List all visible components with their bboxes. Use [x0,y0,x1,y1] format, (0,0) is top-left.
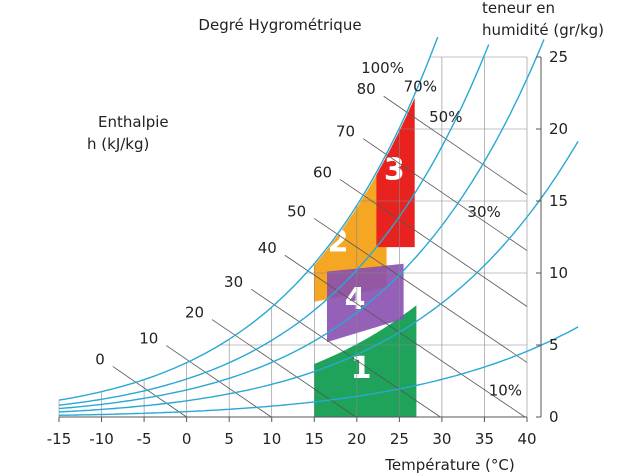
x-tick-label: 15 [305,430,324,448]
enthalpy-label-line1: Enthalpie [98,113,169,131]
rh-label: 50% [429,108,462,126]
y-tick-label: 10 [549,264,568,282]
enthalpy-value-label: 30 [224,273,243,291]
enthalpy-value-label: 0 [95,350,105,368]
enthalpy-line [211,319,357,418]
y-tick-label: 5 [549,336,559,354]
x-tick-label: -15 [47,430,72,448]
x-tick-label: -10 [89,430,114,448]
rh-curve [58,140,579,413]
x-tick-label: 25 [390,430,409,448]
enthalpy-line [339,179,528,307]
enthalpy-line [284,254,526,418]
enthalpy-value-label: 10 [139,330,158,348]
zone-3-label: 3 [384,152,405,187]
rh-label: 10% [489,381,522,399]
chart-title: Degré Hygrométrique [198,16,361,34]
x-tick-label: 0 [182,430,192,448]
x-axis-label: Température (°C) [384,456,514,474]
enthalpy-value-label: 60 [313,163,332,181]
x-tick-label: 10 [262,430,281,448]
enthalpy-line [362,138,528,251]
x-tick-label: 35 [475,430,494,448]
y-axis-label-line1: teneur en [482,0,555,17]
enthalpy-value-label: 70 [336,123,355,141]
y-tick-label: 25 [549,48,568,66]
chart-labels: Degré Hygrométrique teneur en humidité (… [87,0,604,474]
rh-curve [58,326,579,416]
enthalpy-value-label: 40 [258,239,277,257]
enthalpy-value-label: 50 [287,202,306,220]
rh-curve [58,36,439,401]
enthalpy-line [383,95,528,196]
x-tick-label: -5 [137,430,152,448]
x-tick-label: 30 [432,430,451,448]
relative-humidity-curves: 100%70% 50% 30% 10% [58,36,579,416]
y-axis-label-line2: humidité (gr/kg) [482,21,604,39]
enthalpy-line [250,288,441,418]
zone-3-area [376,97,415,248]
x-tick-label: 40 [517,430,536,448]
enthalpy-line [313,218,528,363]
axes [59,57,542,418]
y-tick-label: 15 [549,192,568,210]
zone-2-label: 2 [328,224,349,259]
rh-label: 30% [467,203,500,221]
zone-4-label: 4 [345,282,366,317]
x-tick-label: 20 [347,430,366,448]
zone-2-area [314,156,387,302]
enthalpy-line [112,366,187,418]
enthalpy-value-label: 20 [185,304,204,322]
rh-curve [58,39,545,410]
zone-1-area [314,305,417,417]
y-tick-label: 0 [549,408,559,426]
y-tick-label: 20 [549,120,568,138]
enthalpy-value-label: 80 [357,80,376,98]
rh-label: 70% [404,78,437,96]
x-tick-label: 5 [224,430,234,448]
rh-curve [58,44,490,406]
enthalpy-label-line2: h (kJ/kg) [87,135,149,153]
rh-label: 100% [361,59,404,77]
